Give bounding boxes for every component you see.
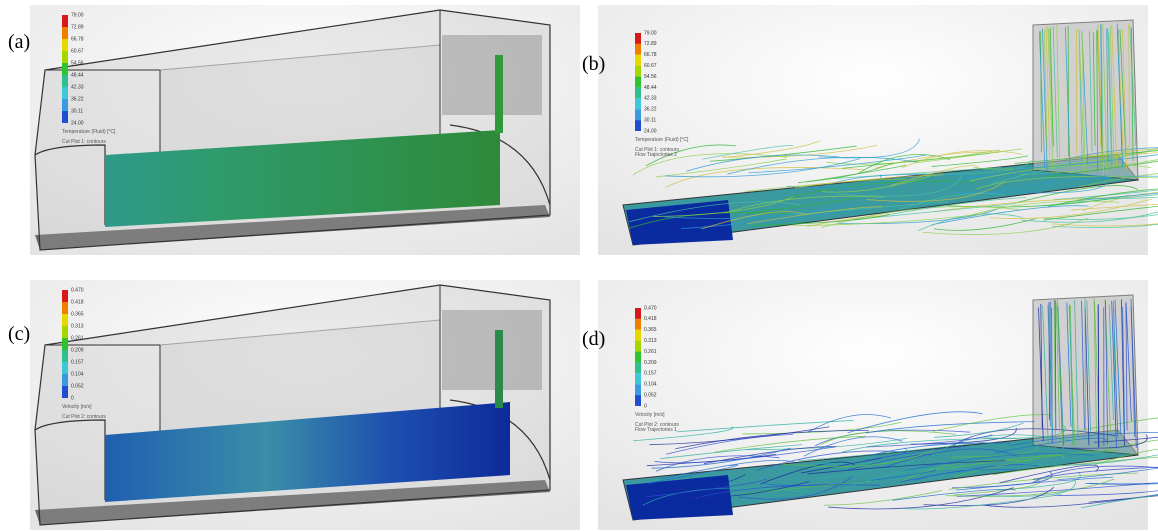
panel-label: (d) xyxy=(582,328,605,350)
legend-tick-label: 0.365 xyxy=(644,327,657,333)
legend-tick-label: 0.209 xyxy=(71,347,84,353)
legend-tick-label: 66.78 xyxy=(71,36,84,42)
legend-tick-label: 60.67 xyxy=(644,63,657,69)
legend-tick-label: 0.261 xyxy=(644,349,657,355)
legend-band xyxy=(62,111,68,123)
legend-tick-label: 24.00 xyxy=(644,128,657,134)
legend-tick-label: 0.157 xyxy=(71,359,84,365)
legend-tick-label: 66.78 xyxy=(644,52,657,58)
legend-tick-label: 0.157 xyxy=(644,371,657,377)
legend-band xyxy=(62,63,68,75)
legend-tick-label: 0.104 xyxy=(71,371,84,377)
legend-tick-label: 0.209 xyxy=(644,360,657,366)
panel: 79.00 72.89 66.78 60.67 54.56 48.44 42.33 36.22… xyxy=(30,5,580,255)
legend-band xyxy=(635,330,641,341)
legend-tick-label: 36.22 xyxy=(71,96,84,102)
legend-tick-label: 48.44 xyxy=(71,72,84,78)
legend-tick-label: 42.33 xyxy=(71,84,84,90)
legend-tick-label: 72.89 xyxy=(71,24,84,30)
legend-band xyxy=(62,386,68,398)
legend-band xyxy=(635,98,641,109)
legend-tick-label: 42.33 xyxy=(644,96,657,102)
legend-band xyxy=(635,120,641,131)
legend-tick-label: 54.56 xyxy=(644,74,657,80)
legend-tick-label: 60.67 xyxy=(71,48,84,54)
panel: 0.470 0.418 0.365 0.313 0.261 0.209 0.157 0.104… xyxy=(30,280,580,530)
legend-band xyxy=(62,39,68,51)
legend-tick-label: 0.365 xyxy=(71,311,84,317)
legend-title: Temperature (Fluid) [°C] xyxy=(635,137,689,143)
cut-plot-wall xyxy=(495,330,503,408)
legend-band xyxy=(62,75,68,87)
legend-tick-label: 0.418 xyxy=(644,316,657,322)
legend-band xyxy=(635,55,641,66)
panel-label: (b) xyxy=(582,53,605,75)
legend-tick-label: 36.22 xyxy=(644,107,657,113)
legend-band xyxy=(635,352,641,363)
caption: Flow Trajectories 2 xyxy=(635,152,677,158)
legend-band xyxy=(62,51,68,63)
legend-tick-label: 0.261 xyxy=(71,335,84,341)
legend-band xyxy=(62,362,68,374)
cut-plot-wall xyxy=(495,55,503,133)
legend-band xyxy=(635,33,641,44)
tank-header xyxy=(442,35,542,115)
legend-band xyxy=(635,77,641,88)
legend-title: Temperature (Fluid) [°C] xyxy=(62,129,116,135)
legend-band xyxy=(62,338,68,350)
legend-band xyxy=(635,109,641,120)
legend-band xyxy=(62,350,68,362)
caption: Flow Trajectories 1 xyxy=(635,427,677,433)
legend-tick-label: 0.052 xyxy=(644,392,657,398)
legend-band xyxy=(635,362,641,373)
legend-band xyxy=(635,44,641,55)
legend-tick-label: 0 xyxy=(71,395,74,401)
legend-tick-label: 0.470 xyxy=(71,287,84,293)
legend-title: Velocity [m/s] xyxy=(635,412,665,418)
legend-band xyxy=(62,87,68,99)
legend-tick-label: 54.56 xyxy=(71,60,84,66)
legend-band xyxy=(635,384,641,395)
legend-tick-label: 0.052 xyxy=(71,383,84,389)
legend-band xyxy=(62,99,68,111)
panel: 79.00 72.89 66.78 60.67 54.56 48.44 42.33 36.22… xyxy=(598,5,1158,255)
legend-tick-label: 0.104 xyxy=(644,382,657,388)
legend-tick-label: 79.00 xyxy=(71,12,84,18)
figure: 79.00 72.89 66.78 60.67 54.56 48.44 42.33 36.22… xyxy=(0,0,1158,531)
legend-band xyxy=(635,373,641,384)
panel: 0.470 0.418 0.365 0.313 0.261 0.209 0.157 0.104… xyxy=(598,280,1158,530)
legend-band xyxy=(635,66,641,77)
legend-tick-label: 0.418 xyxy=(71,299,84,305)
legend-band xyxy=(635,319,641,330)
legend-band xyxy=(635,395,641,406)
legend-tick-label: 48.44 xyxy=(644,85,657,91)
legend-band xyxy=(62,302,68,314)
legend-tick-label: 0.313 xyxy=(644,338,657,344)
legend-band xyxy=(62,15,68,27)
legend-tick-label: 30.11 xyxy=(71,108,83,114)
legend-band xyxy=(635,87,641,98)
legend-band xyxy=(62,374,68,386)
legend-band xyxy=(62,314,68,326)
legend-tick-label: 0.313 xyxy=(71,323,84,329)
panel-label: (a) xyxy=(8,31,30,53)
legend-tick-label: 0 xyxy=(644,403,647,409)
legend-band xyxy=(62,326,68,338)
legend-band xyxy=(62,290,68,302)
legend-tick-label: 0.470 xyxy=(644,305,657,311)
panel-label: (c) xyxy=(8,323,30,345)
caption: Cut Plot 1: contours xyxy=(62,139,106,145)
legend-tick-label: 24.00 xyxy=(71,120,84,126)
caption: Cut Plot 2: contours xyxy=(62,414,106,420)
legend-band xyxy=(635,341,641,352)
tank-header xyxy=(442,310,542,390)
legend-band xyxy=(635,308,641,319)
legend-tick-label: 72.89 xyxy=(644,41,657,47)
legend-title: Velocity [m/s] xyxy=(62,404,92,410)
legend-tick-label: 30.11 xyxy=(644,117,656,123)
legend-tick-label: 79.00 xyxy=(644,30,657,36)
legend-band xyxy=(62,27,68,39)
